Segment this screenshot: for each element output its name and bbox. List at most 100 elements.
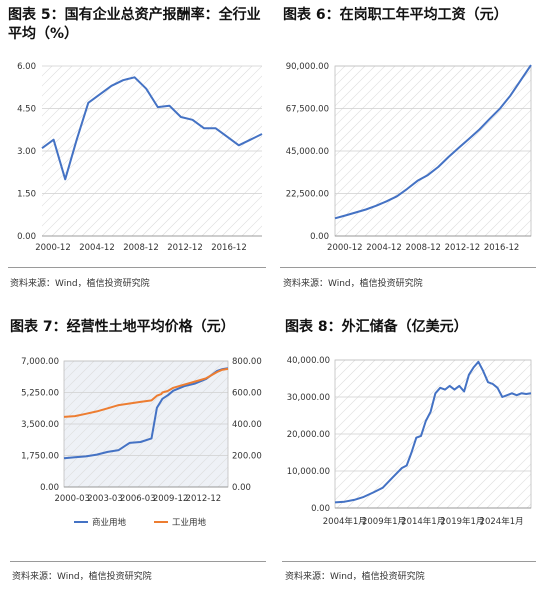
grid-hatch-line (42, 66, 83, 107)
grid-hatch-line (64, 361, 95, 392)
y-tick-label: 0.00 (311, 504, 330, 514)
grid-hatch-line (335, 66, 386, 117)
y-tick-label: 0.00 (310, 232, 329, 242)
y2-tick-label: 400.00 (232, 420, 262, 430)
source-note: 资料来源：Wind，植信投资研究院 (285, 572, 425, 582)
grid-hatch-line (335, 66, 406, 137)
grid-hatch-line (335, 360, 396, 421)
grid-hatch-line (464, 169, 531, 236)
x-tick-label: 2012-12 (167, 243, 203, 253)
x-tick-label: 2016-12 (211, 243, 247, 253)
x-tick-label: 2008-12 (123, 243, 159, 253)
divider-line (282, 561, 536, 562)
chart-title: 图表 5：国有企业总资产报酬率：全行业平均（%） (8, 7, 261, 42)
y2-tick-label: 0.00 (232, 483, 251, 493)
grid-hatch-line (476, 453, 531, 508)
grid-hatch-line (167, 426, 228, 487)
x-tick-label: 2008-12 (405, 243, 441, 253)
grid-hatch-line (64, 361, 125, 422)
x-tick-label: 2004年1月 (323, 516, 367, 527)
grid-hatch-line (494, 199, 531, 236)
y2-tick-label: 200.00 (232, 452, 262, 462)
chart-title: 图表 6：在岗职工年平均工资（元） (283, 7, 508, 23)
grid-hatch-line (454, 159, 531, 236)
chart-plot: 0.00 1.50 3.00 4.50 6.00 2000-12 2004-12 2008-1… (17, 62, 263, 253)
grid-hatch-line (231, 205, 262, 236)
grid-hatch-line (496, 473, 531, 508)
y-tick-label: 30,000.00 (287, 393, 330, 403)
x-tick-label: 2004-12 (366, 243, 402, 253)
grid-hatch-line (335, 66, 396, 127)
y-tick-label: 3,500.00 (21, 420, 59, 430)
x-tick-label: 2000-12 (35, 243, 71, 253)
legend-label: 工业用地 (172, 517, 207, 528)
grid-hatch-line (191, 165, 262, 236)
x-tick-label: 2004-12 (79, 243, 115, 253)
grid-hatch-line (197, 456, 228, 487)
series-line-1 (334, 64, 532, 220)
y-tick-label: 0.00 (17, 232, 36, 242)
grid-hatch-line (42, 66, 93, 117)
chart-plot: 0.00 22,500.00 45,000.00 67,500.00 90,000.00… (286, 62, 532, 253)
grid-hatch-line (177, 436, 228, 487)
source-note: 资料来源：Wind，植信投资研究院 (12, 572, 152, 582)
y-tick-label: 0.00 (40, 483, 59, 493)
grid-hatch-line (64, 361, 105, 402)
grid-hatch-line (335, 360, 376, 401)
y-tick-label: 67,500.00 (286, 105, 329, 115)
x-tick-label: 2012-12 (445, 243, 481, 253)
series-line-1 (41, 76, 263, 181)
x-tick-label: 2009-12 (153, 494, 189, 504)
grid-hatch-line (335, 360, 386, 411)
grid-hatch-line (335, 66, 366, 97)
grid-hatch-line (484, 189, 531, 236)
divider-line (10, 561, 266, 562)
chart-plot: 0.00 1,750.00 3,500.00 5,250.00 7,000.00 0.00… (21, 357, 262, 528)
grid-hatch-line (211, 185, 262, 236)
y2-tick-label: 600.00 (232, 389, 262, 399)
grid-hatch-line (181, 155, 262, 236)
grid-hatch-line (42, 66, 123, 147)
grid-hatch-line (64, 361, 115, 412)
grid-hatch-line (42, 66, 113, 137)
grid-hatch-line (335, 360, 366, 391)
y-tick-label: 1.50 (17, 190, 36, 200)
source-note: 资料来源：Wind，植信投资研究院 (283, 279, 423, 289)
grid-hatch-line (335, 66, 416, 147)
x-tick-label: 2003-03 (87, 494, 123, 504)
grid-hatch-line (466, 443, 531, 508)
series-line-2 (63, 367, 229, 418)
grid-hatch-line (335, 66, 376, 107)
y-tick-label: 3.00 (17, 147, 36, 157)
y-tick-label: 90,000.00 (286, 62, 329, 72)
grid-hatch-line (335, 360, 406, 431)
grid-hatch-line (486, 463, 531, 508)
x-tick-label: 2024年1月 (480, 516, 524, 527)
y-tick-label: 20,000.00 (287, 430, 330, 440)
x-tick-label: 2000-03 (54, 494, 90, 504)
series-line-1 (334, 360, 532, 504)
x-tick-label: 2014年1月 (401, 516, 445, 527)
y-tick-label: 45,000.00 (286, 147, 329, 157)
x-tick-label: 2000-12 (327, 243, 363, 253)
chart-title: 图表 8：外汇储备（亿美元） (285, 319, 468, 335)
x-tick-label: 2009年1月 (362, 516, 406, 527)
legend-label: 商业用地 (92, 517, 127, 528)
x-tick-label: 2006-03 (120, 494, 156, 504)
x-tick-label: 2012-12 (186, 494, 222, 504)
divider-line (280, 267, 536, 268)
y-tick-label: 6.00 (17, 62, 36, 72)
grid-hatch-line (201, 175, 262, 236)
chart-plot: 0.00 10,000.00 20,000.00 30,000.00 40,000.00… (287, 356, 532, 527)
grid-hatch-line (42, 66, 73, 97)
grid-hatch-line (474, 179, 531, 236)
y-tick-label: 22,500.00 (286, 190, 329, 200)
grid-hatch-line (221, 195, 262, 236)
y2-tick-label: 800.00 (232, 357, 262, 367)
chart-title: 图表 7：经营性土地平均价格（元） (10, 319, 235, 335)
y-tick-label: 40,000.00 (287, 356, 330, 366)
y-tick-label: 1,750.00 (21, 452, 59, 462)
grid-hatch-line (42, 66, 103, 127)
grid-hatch-line (187, 446, 228, 487)
divider-line (8, 267, 266, 268)
